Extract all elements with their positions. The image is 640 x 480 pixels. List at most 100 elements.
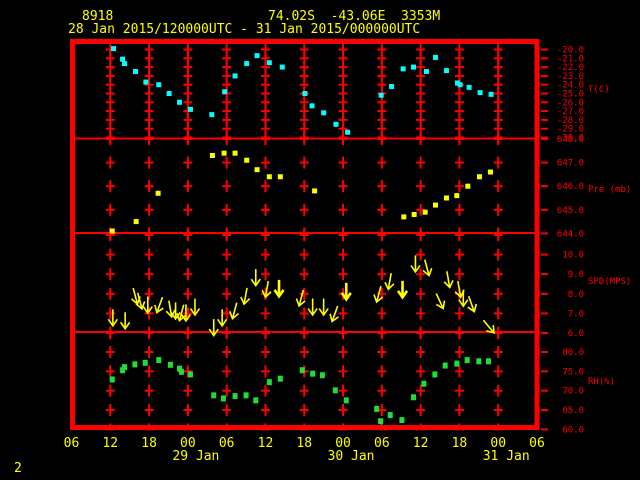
wind-arrow	[261, 280, 272, 299]
data-point-relative_humidity	[411, 394, 417, 401]
data-point-temperature	[120, 56, 126, 62]
data-point-pressure	[454, 193, 460, 199]
x-axis-label: 18	[452, 436, 468, 451]
wind-arrow	[135, 292, 146, 311]
wind-arrow-shaft	[132, 287, 138, 303]
data-point-relative_humidity	[310, 370, 316, 377]
wind-arrow-head	[295, 298, 306, 308]
y-axis-label: 75.0	[562, 367, 584, 377]
y-axis-label: -23.0	[557, 72, 584, 82]
wind-arrow-head	[458, 299, 469, 308]
data-point-pressure	[109, 228, 115, 234]
wind-arrow-head	[318, 308, 329, 317]
wind-arrow-shaft	[376, 285, 382, 301]
y-axis-label: -27.0	[557, 107, 584, 117]
data-point-temperature	[176, 99, 182, 105]
wind-arrow	[107, 309, 119, 328]
y-axis-label: 60.0	[562, 425, 584, 435]
data-point-temperature	[466, 84, 472, 90]
wind-arrow	[373, 285, 384, 304]
wind-arrow-head	[240, 296, 251, 306]
wind-arrow-shaft	[457, 280, 462, 296]
wind-arrow-shaft	[423, 259, 430, 275]
wind-arrow	[165, 300, 176, 319]
data-point-relative_humidity	[142, 359, 148, 366]
y-axis-label: 6.0	[568, 329, 584, 339]
wind-arrow	[467, 295, 478, 313]
data-point-pressure	[277, 174, 283, 180]
wind-arrow	[216, 309, 228, 328]
wind-arrow-head	[107, 318, 119, 328]
axis-unit-label: RH(%)	[588, 377, 615, 387]
data-point-temperature	[333, 121, 339, 127]
data-point-pressure	[155, 190, 161, 196]
data-point-pressure	[487, 169, 493, 175]
data-point-pressure	[209, 153, 215, 159]
wind-arrow-shaft	[243, 287, 248, 303]
y-axis-label: 646.0	[557, 182, 584, 192]
wind-arrow-head	[410, 264, 421, 274]
data-point-relative_humidity	[464, 357, 470, 364]
wind-arrow	[443, 271, 454, 289]
data-point-temperature	[477, 90, 483, 96]
wind-arrow-head	[340, 292, 352, 302]
wind-arrow-head	[250, 278, 261, 288]
data-point-temperature	[232, 73, 238, 79]
data-point-relative_humidity	[299, 367, 305, 374]
wind-arrow-head	[165, 309, 176, 319]
data-point-relative_humidity	[253, 397, 259, 404]
y-axis-label: -26.0	[557, 98, 584, 108]
data-point-temperature	[389, 83, 395, 89]
wind-arrow-shaft	[264, 280, 270, 296]
plot-border	[70, 39, 540, 430]
wind-arrow	[435, 293, 446, 310]
wind-arrow-shaft	[331, 305, 339, 321]
data-point-pressure	[411, 212, 417, 218]
axis-unit-label: SPD(MPS)	[588, 277, 631, 287]
data-point-temperature	[143, 79, 149, 85]
data-point-temperature	[156, 82, 162, 88]
data-point-temperature	[187, 106, 193, 112]
page-indicator: 2	[14, 461, 22, 476]
y-axis-label: 644.0	[557, 229, 584, 239]
data-point-pressure	[254, 167, 260, 173]
data-point-temperature	[454, 80, 460, 86]
y-axis-label: -21.0	[557, 54, 584, 64]
wind-arrow-head	[422, 267, 433, 277]
data-point-temperature	[309, 103, 315, 109]
data-point-temperature	[400, 66, 406, 72]
date-range: 28 Jan 2015/120000UTC - 31 Jan 2015/0000…	[68, 22, 421, 37]
x-axis-label: 00	[180, 436, 196, 451]
data-point-relative_humidity	[266, 379, 272, 386]
wind-arrow-head	[154, 304, 164, 314]
wind-arrow-head	[486, 324, 495, 334]
data-point-relative_humidity	[243, 392, 249, 399]
data-point-relative_humidity	[319, 372, 325, 379]
wind-arrow-shaft	[446, 271, 451, 287]
data-point-pressure	[232, 150, 238, 156]
data-point-pressure	[422, 209, 428, 215]
data-point-relative_humidity	[120, 367, 126, 374]
wind-arrow	[422, 259, 433, 277]
axis-unit-label: T(C)	[588, 85, 610, 95]
y-axis-label: 645.0	[557, 206, 584, 216]
data-point-relative_humidity	[167, 361, 173, 368]
data-point-relative_humidity	[122, 364, 128, 371]
wind-arrow	[273, 279, 285, 299]
station-location: 74.02S -43.06E 3353M	[268, 9, 441, 24]
y-axis-label: -30.0	[557, 134, 584, 144]
x-axis-label: 06	[64, 436, 80, 451]
x-axis-label: 06	[374, 436, 390, 451]
wind-arrow-head	[373, 294, 384, 304]
data-point-temperature	[443, 68, 449, 74]
data-point-relative_humidity	[176, 365, 182, 372]
data-point-temperature	[209, 112, 215, 118]
y-axis-label: -29.0	[557, 125, 584, 135]
wind-arrow-head	[120, 321, 131, 331]
data-point-temperature	[166, 91, 172, 96]
data-point-pressure	[312, 188, 318, 194]
wind-arrow-head	[273, 289, 285, 299]
x-axis-label: 06	[529, 436, 545, 451]
